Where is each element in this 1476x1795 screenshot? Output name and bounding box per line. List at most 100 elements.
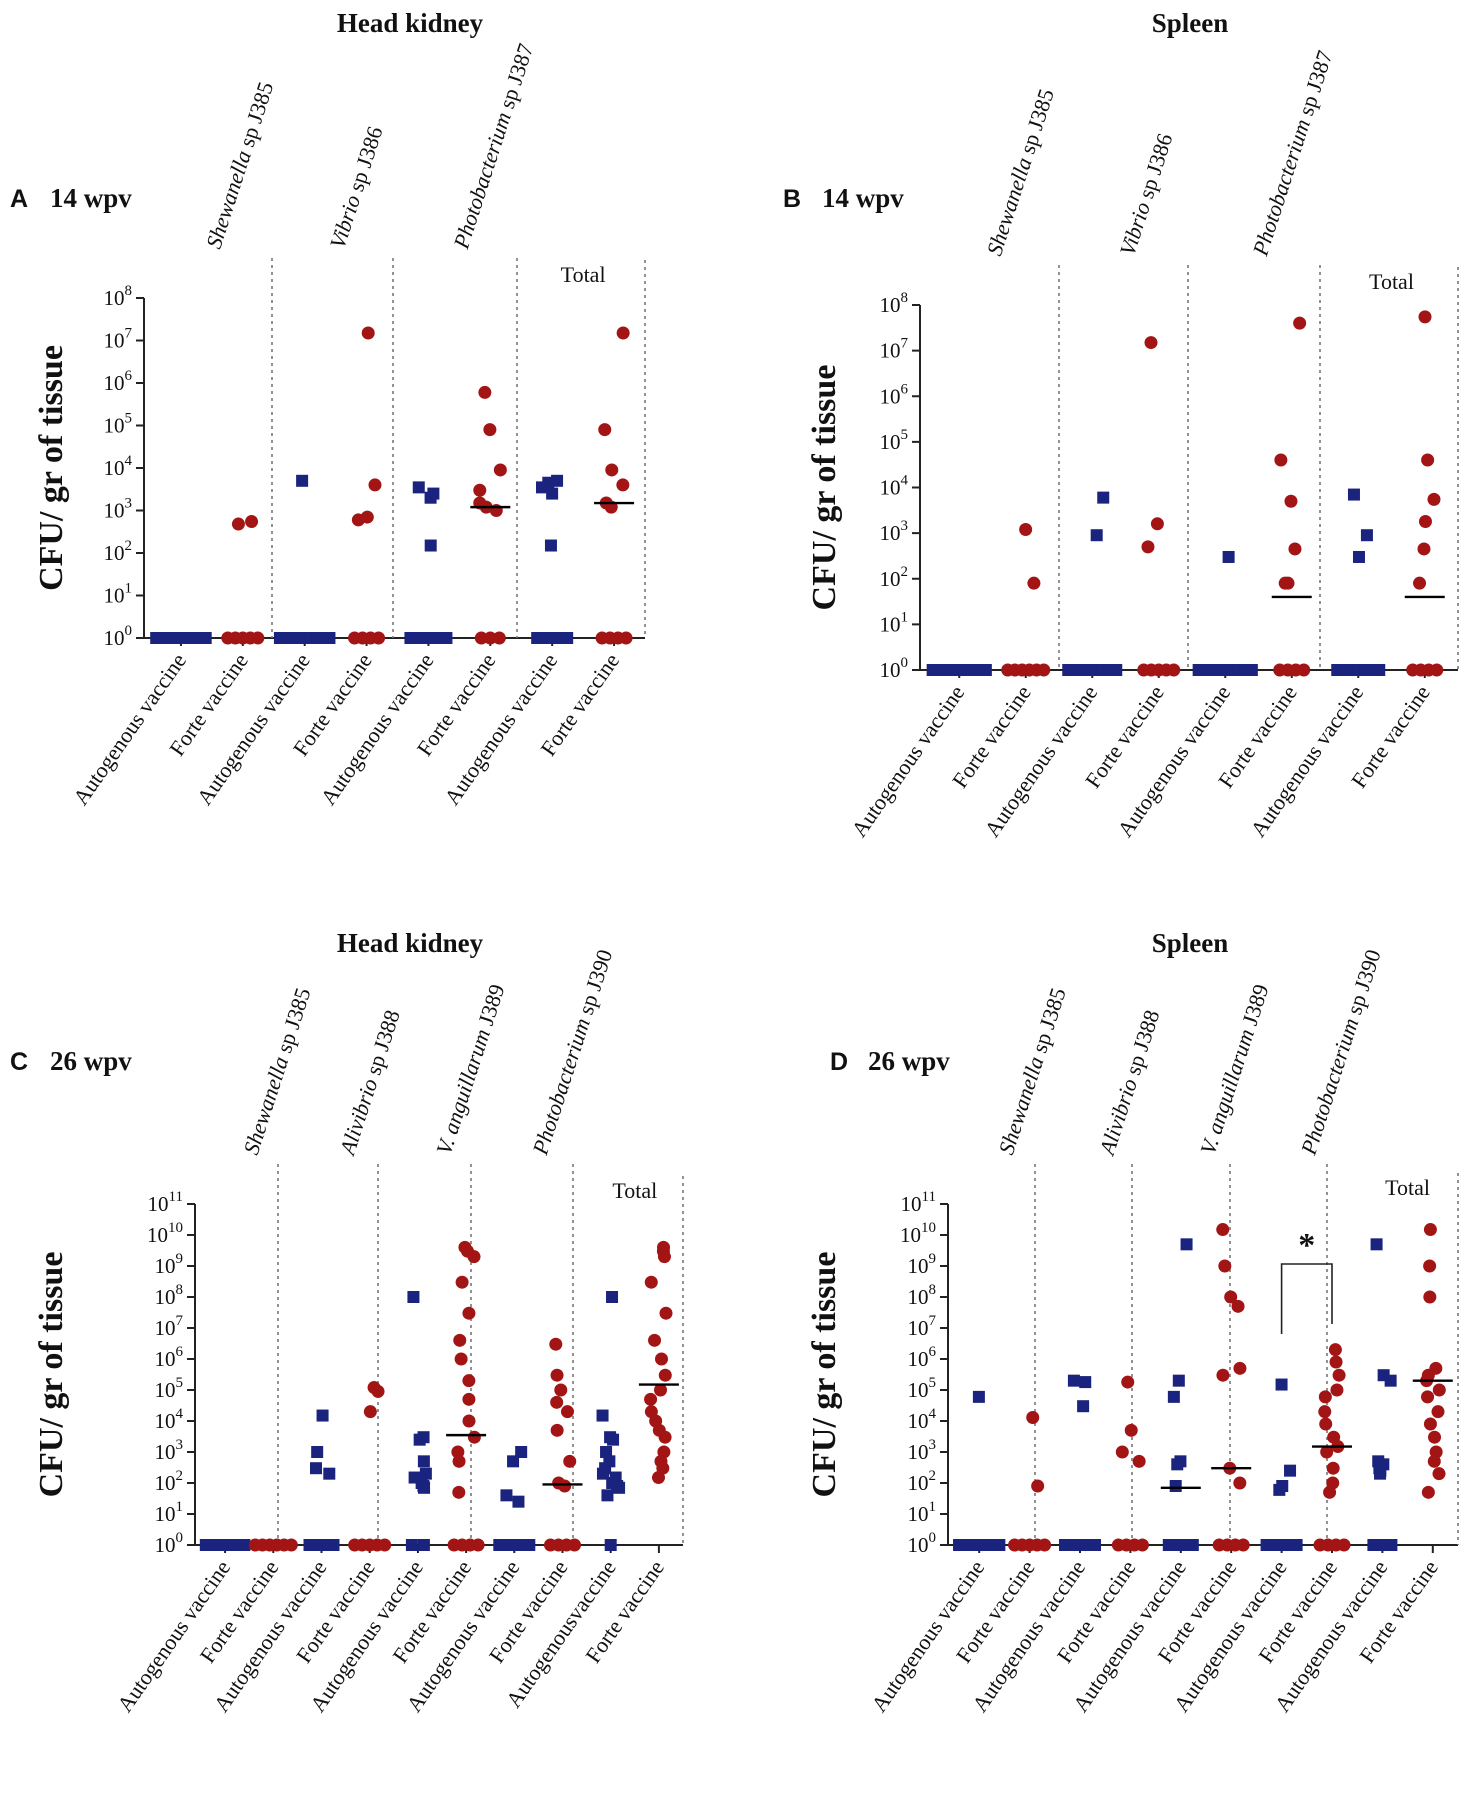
panel-title: Spleen bbox=[1152, 8, 1229, 38]
timepoint-label: 14 wpv bbox=[50, 183, 132, 213]
data-point-forte bbox=[1423, 1223, 1437, 1237]
data-point-autogenous bbox=[500, 1489, 513, 1502]
y-tick-label: 101 bbox=[155, 1499, 184, 1526]
y-tick-label: 106 bbox=[155, 1344, 184, 1371]
data-point-autogenous bbox=[607, 1433, 620, 1446]
y-axis-label: CFU/ gr of tissue bbox=[806, 1252, 843, 1498]
y-tick-label: 105 bbox=[155, 1375, 184, 1402]
data-point-forte bbox=[550, 1395, 564, 1409]
data-point-forte bbox=[454, 1352, 468, 1366]
data-point-autogenous bbox=[1097, 491, 1110, 504]
group-label: Shewanella sp J385 bbox=[981, 86, 1058, 259]
y-tick-label: 107 bbox=[104, 326, 133, 353]
x-category-label: Autogenous vaccine bbox=[439, 649, 562, 810]
data-point-forte bbox=[483, 423, 497, 437]
data-point-autogenous bbox=[316, 1409, 329, 1422]
y-tick-label: 106 bbox=[880, 381, 909, 408]
data-point-autogenous bbox=[1385, 1539, 1398, 1551]
data-point-forte bbox=[1216, 1223, 1230, 1237]
data-point-autogenous bbox=[413, 1433, 426, 1446]
data-point-forte bbox=[467, 1430, 481, 1444]
data-point-forte bbox=[1284, 494, 1298, 508]
group-label: V. anguillarum J389 bbox=[1195, 981, 1274, 1157]
data-point-autogenous bbox=[1171, 1458, 1184, 1471]
data-point-autogenous bbox=[440, 632, 453, 644]
data-point-forte bbox=[654, 1383, 668, 1397]
data-point-autogenous bbox=[412, 481, 425, 494]
panel-label: B bbox=[783, 185, 801, 213]
data-point-forte bbox=[474, 631, 488, 645]
data-point-forte bbox=[1150, 517, 1164, 531]
data-point-forte bbox=[560, 1405, 574, 1419]
data-point-forte bbox=[1427, 1454, 1441, 1468]
data-point-forte bbox=[1318, 1405, 1332, 1419]
data-point-autogenous bbox=[311, 1446, 324, 1458]
data-point-forte bbox=[493, 463, 507, 477]
data-point-forte bbox=[1132, 1454, 1146, 1468]
data-point-forte bbox=[1121, 1375, 1135, 1389]
group-label: Shewanella sp J385 bbox=[238, 985, 315, 1158]
data-point-forte bbox=[648, 1333, 662, 1347]
data-point-autogenous bbox=[405, 1539, 418, 1551]
group-label-total: Total bbox=[612, 1178, 657, 1203]
data-point-forte bbox=[1233, 1476, 1247, 1490]
y-tick-label: 1011 bbox=[148, 1189, 183, 1216]
data-point-autogenous bbox=[544, 539, 557, 552]
y-tick-label: 102 bbox=[104, 538, 133, 565]
y-tick-label: 100 bbox=[155, 1530, 184, 1557]
data-point-forte bbox=[1038, 1538, 1052, 1552]
data-point-forte bbox=[462, 1374, 476, 1388]
y-tick-label: 103 bbox=[908, 1437, 937, 1464]
panel-title: Spleen bbox=[1152, 928, 1229, 958]
y-tick-label: 100 bbox=[880, 655, 909, 682]
data-point-forte bbox=[1167, 663, 1181, 677]
panel-label: A bbox=[10, 185, 28, 213]
data-point-autogenous bbox=[1169, 1480, 1182, 1493]
data-point-forte bbox=[1216, 1368, 1230, 1382]
data-point-autogenous bbox=[606, 1291, 619, 1303]
group-label-total: Total bbox=[1385, 1175, 1430, 1200]
data-point-autogenous bbox=[604, 1539, 617, 1551]
data-point-forte bbox=[1431, 1405, 1445, 1419]
data-point-forte bbox=[371, 1384, 385, 1398]
group-label: Shewanella sp J385 bbox=[201, 79, 278, 252]
data-point-forte bbox=[644, 1392, 658, 1406]
data-point-autogenous bbox=[613, 1481, 626, 1494]
data-point-forte bbox=[1421, 453, 1435, 467]
data-point-forte bbox=[1318, 1390, 1332, 1404]
data-point-forte bbox=[1432, 1383, 1446, 1397]
group-label-total: Total bbox=[1369, 269, 1414, 294]
data-point-forte bbox=[452, 1454, 466, 1468]
y-tick-label: 106 bbox=[908, 1344, 937, 1371]
significance-bracket bbox=[1280, 1263, 1333, 1334]
data-point-forte bbox=[1124, 1423, 1138, 1437]
data-point-autogenous bbox=[1077, 1400, 1090, 1413]
data-point-forte bbox=[1026, 1410, 1040, 1424]
data-point-forte bbox=[251, 631, 265, 645]
data-point-forte bbox=[654, 1352, 668, 1366]
data-point-forte bbox=[1037, 663, 1051, 677]
data-point-autogenous bbox=[993, 1539, 1006, 1551]
data-point-forte bbox=[1427, 492, 1441, 506]
data-point-forte bbox=[550, 1423, 564, 1437]
data-point-autogenous bbox=[1284, 1464, 1297, 1477]
data-point-autogenous bbox=[1370, 1238, 1383, 1251]
data-point-forte bbox=[1297, 663, 1311, 677]
data-point-autogenous bbox=[323, 1467, 336, 1480]
data-point-forte bbox=[492, 631, 506, 645]
panel-b: B 14 wpv Spleen CFU/ gr of tissue 100 101 102 1… bbox=[783, 8, 1459, 841]
data-point-autogenous bbox=[512, 1495, 525, 1508]
y-tick-label: 107 bbox=[908, 1313, 937, 1340]
data-point-autogenous bbox=[407, 1291, 420, 1303]
data-point-autogenous bbox=[1180, 1238, 1193, 1251]
data-point-autogenous bbox=[424, 539, 437, 552]
panel-title: Head kidney bbox=[337, 928, 484, 958]
data-point-forte bbox=[1319, 1417, 1333, 1431]
data-point-forte bbox=[462, 1392, 476, 1406]
data-point-autogenous bbox=[1245, 664, 1258, 676]
data-point-autogenous bbox=[424, 491, 437, 504]
y-tick-label: 103 bbox=[104, 496, 133, 523]
y-tick-label: 107 bbox=[155, 1313, 184, 1340]
data-point-autogenous bbox=[1186, 1539, 1199, 1551]
